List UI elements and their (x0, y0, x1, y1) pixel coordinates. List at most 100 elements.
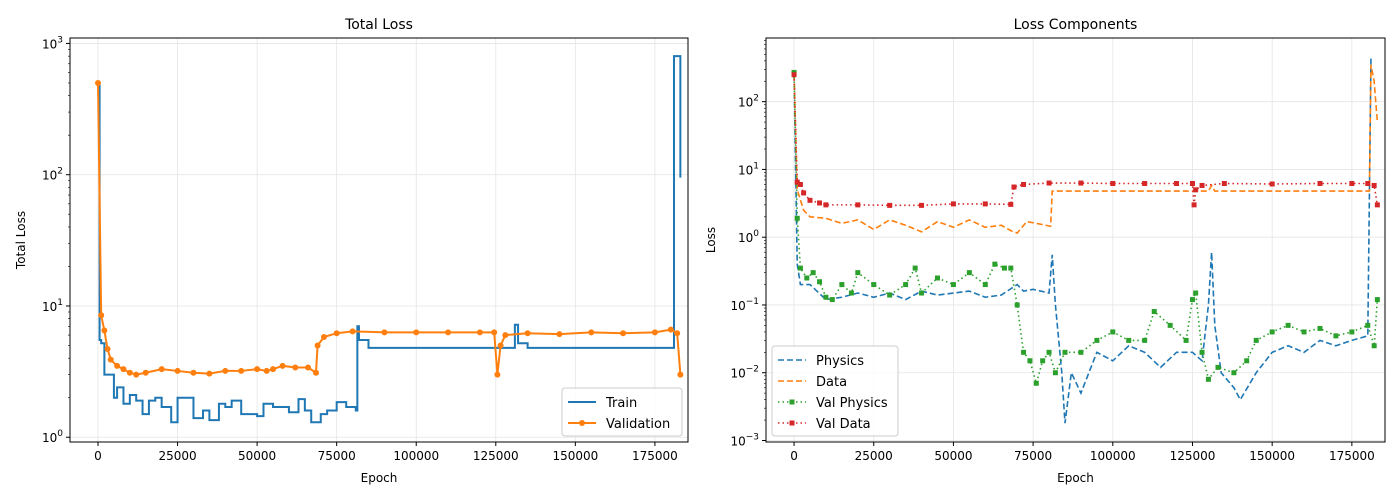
y-tick-exponent: 2 (57, 167, 63, 177)
y-tick-base: 10 (730, 434, 745, 448)
data-point (1110, 180, 1116, 186)
data-point (114, 362, 121, 369)
data-point (887, 202, 893, 208)
data-point (190, 369, 197, 376)
x-tick-label: 125000 (473, 449, 519, 463)
legend-label: Physics (816, 354, 864, 369)
data-point (794, 179, 800, 185)
data-point (903, 282, 909, 288)
x-tick-label: 175000 (632, 449, 678, 463)
data-point (1231, 370, 1237, 376)
data-point (292, 364, 299, 371)
data-point (270, 366, 277, 373)
data-point (620, 330, 627, 337)
data-point (1193, 290, 1199, 296)
y-tick-base: 10 (730, 299, 745, 313)
data-point (445, 329, 452, 336)
legend-label: Validation (606, 417, 670, 432)
data-point (1008, 265, 1014, 271)
data-point (1374, 297, 1380, 303)
data-point (314, 342, 321, 349)
data-point (1078, 349, 1084, 355)
data-point (1008, 201, 1014, 207)
data-point (1040, 358, 1046, 364)
data-point (982, 201, 988, 207)
y-tick-base: 10 (738, 163, 753, 177)
data-point (823, 294, 829, 300)
data-point (674, 330, 681, 337)
y-tick-base: 10 (42, 37, 57, 51)
data-point (817, 200, 823, 206)
y-tick-base: 10 (738, 231, 753, 245)
x-axis-label: Epoch (1057, 471, 1094, 485)
data-point (823, 202, 829, 208)
legend-label: Val Data (816, 417, 871, 432)
data-point (1062, 349, 1068, 355)
data-point (1301, 329, 1307, 335)
y-tick-label: 10−1 (730, 297, 759, 313)
data-point (801, 190, 807, 196)
data-point (1244, 358, 1250, 364)
data-point (126, 369, 133, 376)
y-tick-label: 103 (42, 35, 63, 51)
data-point (1027, 358, 1033, 364)
data-point (95, 79, 102, 86)
data-point (829, 297, 835, 303)
y-tick-label: 10−3 (730, 432, 759, 448)
data-point (912, 265, 918, 271)
data-point (1365, 322, 1371, 328)
data-point (556, 331, 563, 338)
y-tick-exponent: 1 (753, 161, 759, 171)
data-point (1183, 337, 1189, 343)
data-point (1033, 380, 1039, 386)
data-point (1199, 182, 1205, 188)
y-tick-exponent: −1 (746, 297, 759, 307)
legend-label: Val Physics (816, 396, 888, 411)
data-point (1151, 309, 1157, 315)
y-tick-label: 101 (42, 298, 63, 314)
data-point (919, 202, 925, 208)
y-tick-label: 10−2 (730, 365, 759, 381)
data-point (1199, 349, 1205, 355)
data-point (1333, 333, 1339, 339)
data-point (320, 334, 327, 341)
data-point (1001, 265, 1007, 271)
data-point (804, 275, 810, 281)
data-point (174, 367, 181, 374)
x-tick-label: 25000 (855, 449, 893, 463)
series-line-train (98, 55, 682, 424)
data-point (1014, 302, 1020, 308)
data-point (1021, 181, 1027, 187)
data-point (1269, 181, 1275, 187)
data-point (1285, 322, 1291, 328)
data-point (1371, 343, 1377, 349)
data-point (254, 366, 261, 373)
y-tick-exponent: −3 (746, 432, 759, 442)
y-tick-base: 10 (730, 367, 745, 381)
data-point (502, 332, 509, 339)
data-point (848, 290, 854, 296)
data-point (817, 279, 823, 285)
data-point (810, 270, 816, 276)
x-axis-label: Epoch (361, 471, 398, 485)
data-point (381, 329, 388, 336)
x-tick-label: 150000 (552, 449, 598, 463)
data-point (992, 261, 998, 267)
data-point (1174, 180, 1180, 186)
data-point (588, 329, 595, 336)
data-point (263, 367, 270, 374)
x-tick-label: 50000 (238, 449, 276, 463)
y-tick-base: 10 (42, 169, 57, 183)
x-tick-label: 75000 (1014, 449, 1052, 463)
data-point (206, 370, 213, 377)
legend: Physics Data Val Physics Val Data (771, 345, 899, 437)
data-point (791, 72, 797, 78)
y-tick-exponent: 3 (57, 35, 63, 45)
x-tick-label: 0 (790, 449, 798, 463)
y-tick-label: 102 (42, 167, 63, 183)
y-tick-exponent: −2 (746, 365, 759, 375)
data-point (794, 215, 800, 221)
data-point (494, 371, 501, 378)
data-point (1191, 202, 1197, 208)
